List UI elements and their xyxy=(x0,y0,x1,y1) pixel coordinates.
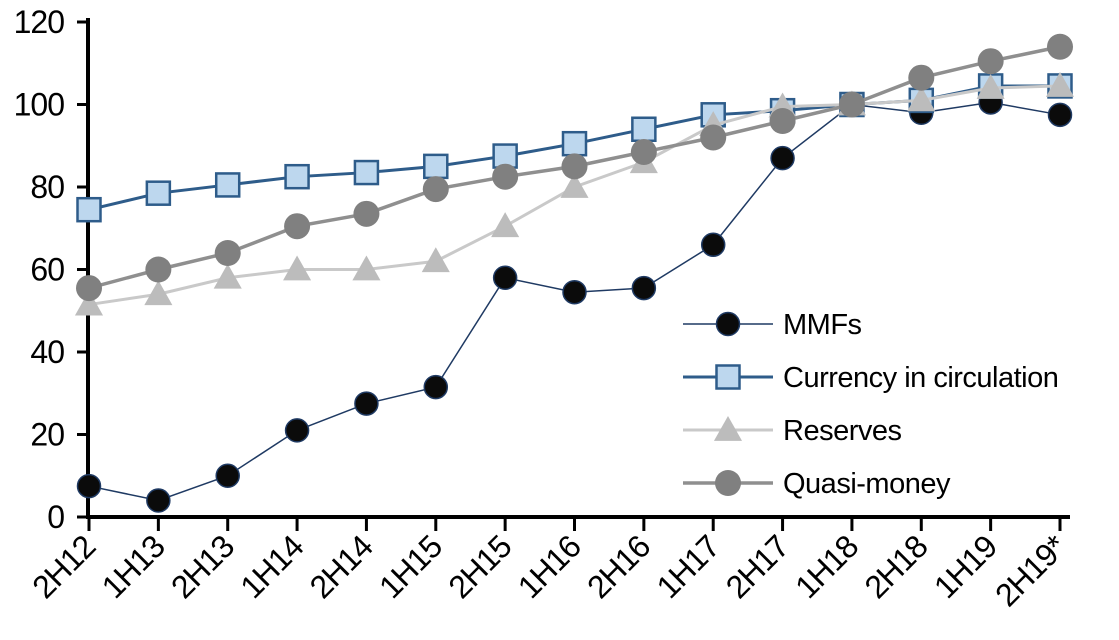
series-reserves xyxy=(74,71,1075,316)
currency-in-circulation-marker xyxy=(353,159,380,186)
quasi-money-marker xyxy=(769,108,796,134)
reserves-marker xyxy=(283,255,312,281)
y-tick-label: 80 xyxy=(30,169,64,205)
y-tick-label: 60 xyxy=(30,252,64,288)
reserves-marker xyxy=(491,212,520,238)
mmfs-marker xyxy=(284,418,310,443)
quasi-money-marker xyxy=(145,256,172,283)
x-axis: 2H121H132H131H142H141H152H151H162H161H17… xyxy=(25,515,1073,613)
legend-label-quasi-money: Quasi-money xyxy=(783,468,951,500)
reserves-marker xyxy=(213,263,242,289)
legend-item-currency-in-circulation: Currency in circulation xyxy=(683,362,1059,394)
mmfs-marker xyxy=(215,463,240,488)
mmfs-marker xyxy=(700,232,726,257)
quasi-money-marker xyxy=(908,64,935,91)
x-tick-label: 1H14 xyxy=(233,528,310,605)
reserves-marker-legend-icon xyxy=(713,415,743,441)
quasi-money-marker xyxy=(422,176,449,203)
x-tick-label: 1H17 xyxy=(649,528,726,605)
legend-label-currency-in-circulation: Currency in circulation xyxy=(783,362,1058,394)
legend-item-mmfs: MMFs xyxy=(683,309,862,341)
currency-in-circulation-marker xyxy=(76,196,102,223)
y-tick-label: 0 xyxy=(47,499,64,535)
quasi-money-marker xyxy=(838,91,865,118)
x-tick-label: 2H15 xyxy=(441,528,518,605)
quasi-money-marker xyxy=(76,275,102,302)
mmfs-marker xyxy=(76,473,102,499)
currency-in-circulation-marker-legend-icon xyxy=(715,364,741,390)
reserves-marker xyxy=(907,86,936,112)
reserves-marker xyxy=(1045,71,1075,97)
currency-in-circulation-marker xyxy=(145,180,172,206)
reserves-marker xyxy=(976,73,1005,99)
y-tick-label: 100 xyxy=(14,87,65,123)
legend-item-reserves: Reserves xyxy=(683,415,902,447)
currency-in-circulation-marker xyxy=(561,130,588,157)
mmfs-marker xyxy=(631,275,657,301)
x-tick-label: 1H15 xyxy=(372,528,449,605)
legend-label-reserves: Reserves xyxy=(783,415,902,447)
currency-in-circulation-marker xyxy=(214,172,241,198)
legend: MMFs Currency in circulation Reserves Quasi… xyxy=(683,309,1059,500)
reserves-marker xyxy=(421,247,450,273)
quasi-money-marker xyxy=(284,213,311,240)
currency-in-circulation-marker xyxy=(284,163,310,190)
quasi-money-marker xyxy=(492,163,519,190)
x-tick-label: 1H16 xyxy=(511,528,588,605)
x-tick-label: 2H19* xyxy=(988,528,1073,613)
quasi-money-marker xyxy=(214,240,241,266)
mmfs-marker xyxy=(770,145,795,171)
mmfs-marker xyxy=(423,374,449,400)
mmfs-marker-legend-icon xyxy=(715,311,741,337)
x-tick-label: 2H16 xyxy=(580,528,657,605)
legend-item-quasi-money: Quasi-money xyxy=(683,468,951,500)
reserves-marker xyxy=(74,290,104,316)
quasi-money-marker xyxy=(561,153,588,180)
quasi-money-marker xyxy=(700,124,727,151)
mmfs-marker xyxy=(1047,102,1073,128)
y-tick-label: 120 xyxy=(14,4,65,40)
x-tick-label: 1H13 xyxy=(95,528,172,605)
y-tick-label: 20 xyxy=(30,417,64,453)
quasi-money-marker xyxy=(977,48,1004,75)
x-tick-label: 2H17 xyxy=(719,528,796,605)
y-axis: 0 20 40 60 80 100 120 xyxy=(14,4,90,535)
currency-in-circulation-marker xyxy=(423,153,449,180)
series-quasi-money xyxy=(76,33,1073,302)
x-tick-label: 2H18 xyxy=(858,528,935,605)
y-tick-label: 40 xyxy=(30,334,64,370)
x-tick-label: 1H19 xyxy=(927,528,1004,605)
mmfs-marker xyxy=(146,488,171,513)
currency-in-circulation-marker xyxy=(631,116,657,142)
mmfs-marker xyxy=(354,391,379,416)
x-tick-label: 2H12 xyxy=(25,528,102,605)
reserves-marker xyxy=(144,280,173,306)
quasi-money-marker xyxy=(630,138,657,165)
mmfs-marker xyxy=(492,265,518,290)
mmfs-marker xyxy=(562,279,587,305)
x-tick-label: 2H14 xyxy=(303,528,380,605)
reserves-marker xyxy=(560,172,589,198)
legend-label-mmfs: MMFs xyxy=(783,309,862,341)
reserves-marker xyxy=(352,255,381,281)
series-mmfs xyxy=(76,90,1073,513)
quasi-money-marker-legend-icon xyxy=(715,470,741,496)
x-tick-label: 1H18 xyxy=(788,528,865,605)
x-tick-label: 2H13 xyxy=(164,528,241,605)
quasi-money-marker xyxy=(1046,33,1073,60)
quasi-money-marker xyxy=(353,200,380,227)
